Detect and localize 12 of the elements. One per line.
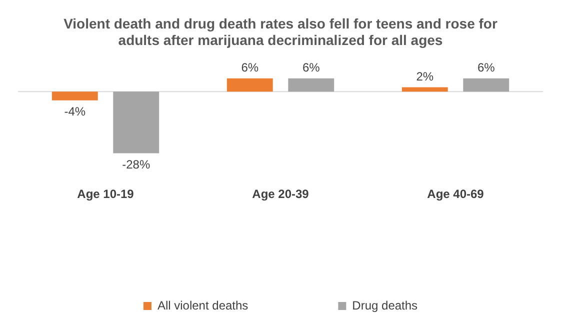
chart-title: Violent death and drug death rates also fell for teens and rose for adults after marijuana decriminalized for all ages [64,15,498,48]
data-label: 6% [302,60,320,75]
legend-label: All violent deaths [157,298,248,312]
data-label: -4% [64,104,86,119]
x-tick-label: Age 20-39 [252,187,310,202]
data-label: -28% [122,158,150,172]
x-tick-label: Age 10-19 [77,187,134,202]
data-label: 2% [416,70,434,84]
legend-label: Drug deaths [352,298,418,312]
x-tick-label: Age 40-69 [427,187,484,202]
data-label: 6% [241,60,259,75]
data-label: 6% [477,60,496,75]
